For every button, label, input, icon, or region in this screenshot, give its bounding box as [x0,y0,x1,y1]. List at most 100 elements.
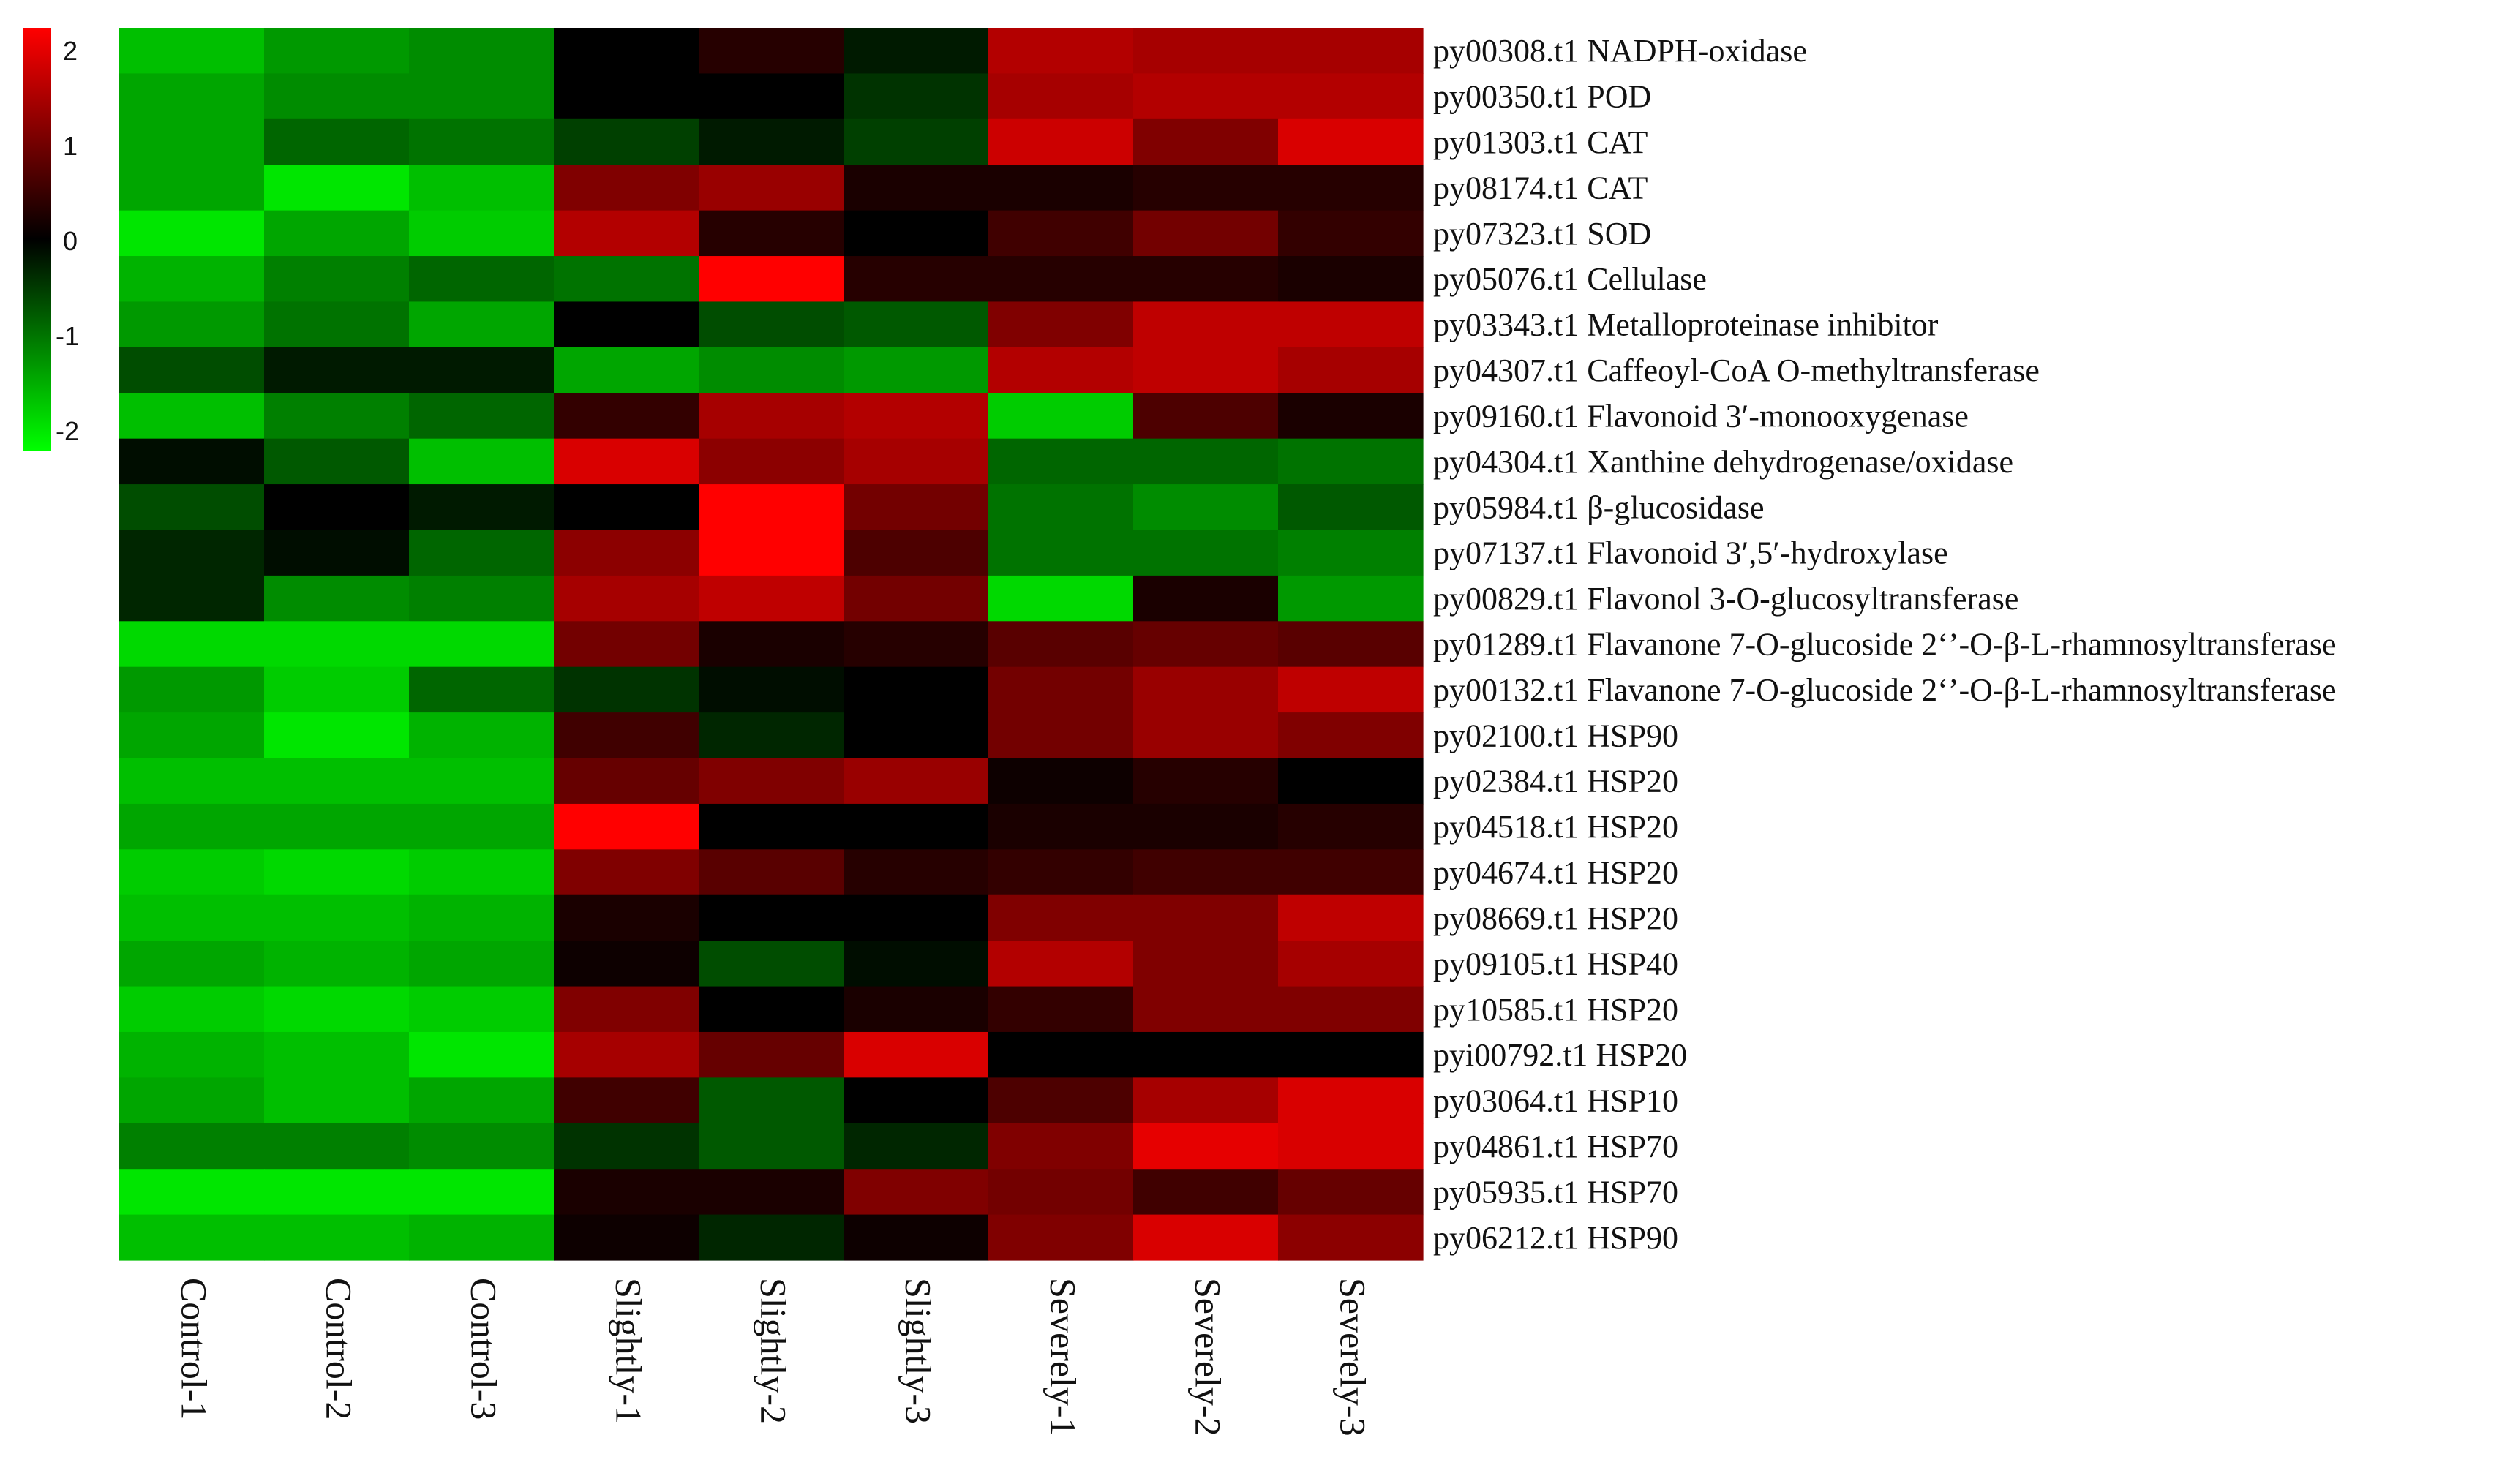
row-label: py02384.t1 HSP20 [1433,764,1678,799]
heatmap-cell [1133,575,1279,622]
heatmap-cell [1278,1077,1424,1124]
heatmap-cell [264,347,410,393]
heatmap-cell [554,1031,699,1078]
heatmap-cell [119,438,265,485]
heatmap-cell [844,393,989,440]
heatmap-cell [1278,256,1424,303]
heatmap-cell [1278,73,1424,120]
heatmap-cell [1278,28,1424,75]
heatmap-cell [844,1169,989,1216]
heatmap-cell [988,712,1134,759]
heatmap-cell [699,894,844,941]
heatmap-cell [1133,1077,1279,1124]
heatmap-cell [699,484,844,531]
scale-tick-label: 1 [63,131,78,161]
heatmap-cell [264,256,410,303]
heatmap-cell [844,256,989,303]
heatmap-cell [1278,1123,1424,1170]
heatmap-cell [1133,530,1279,576]
heatmap-cell [264,712,410,759]
heatmap-cell [409,666,555,713]
heatmap-cell [554,256,699,303]
heatmap-cell [554,1214,699,1261]
heatmap-cell [409,118,555,165]
heatmap-cell [264,1169,410,1216]
row-label: py04861.t1 HSP70 [1433,1129,1678,1164]
heatmap-cell [844,803,989,850]
heatmap-cell [409,438,555,485]
heatmap-grid [119,28,1424,1261]
heatmap-cell [1133,393,1279,440]
heatmap-cell [264,301,410,348]
heatmap-cell [409,1031,555,1078]
heatmap-cell [1133,73,1279,120]
heatmap-cell [264,210,410,257]
heatmap-cell [988,575,1134,622]
heatmap-cell [409,210,555,257]
heatmap-cell [264,803,410,850]
heatmap-cell [699,73,844,120]
row-label: py09160.t1 Flavonoid 3′-monooxygenase [1433,398,1969,434]
heatmap-cell [264,438,410,485]
row-label: py04674.t1 HSP20 [1433,855,1678,891]
heatmap-cell [119,165,265,211]
heatmap-cell [844,941,989,987]
heatmap-cell [988,1031,1134,1078]
heatmap-cell [264,849,410,896]
heatmap-cell [1133,1123,1279,1170]
heatmap-cell [1278,621,1424,668]
heatmap-cell [119,1214,265,1261]
heatmap-cell [844,894,989,941]
heatmap-cell [1278,1214,1424,1261]
heatmap-cell [1133,1169,1279,1216]
heatmap-cell [844,849,989,896]
heatmap-cell [119,941,265,987]
heatmap-cell [554,758,699,805]
heatmap-cell [699,118,844,165]
heatmap-cell [409,393,555,440]
heatmap-cell [554,575,699,622]
heatmap-cell [988,1214,1134,1261]
heatmap-cell [988,347,1134,393]
row-label: py00132.t1 Flavanone 7-O-glucoside 2‘’-O… [1433,672,2336,708]
heatmap-cell [119,849,265,896]
row-label: py04307.t1 Caffeoyl-CoA O-methyltransfer… [1433,353,2040,388]
scale-tick-label: -1 [56,321,79,351]
heatmap-cell [988,849,1134,896]
heatmap-cell [1278,849,1424,896]
heatmap-cell [409,712,555,759]
heatmap-cell [264,1031,410,1078]
heatmap-cell [1278,803,1424,850]
row-label: py03064.t1 HSP10 [1433,1083,1678,1119]
color-scale-bar [23,28,51,451]
heatmap-cell [409,621,555,668]
heatmap-cell [699,1169,844,1216]
heatmap-cell [844,986,989,1033]
heatmap-cell [119,530,265,576]
heatmap-cell [1278,1169,1424,1216]
row-label: py01303.t1 CAT [1433,124,1648,160]
heatmap-cell [988,393,1134,440]
heatmap-cell [409,530,555,576]
heatmap-cell [988,165,1134,211]
row-label: py05984.t1 β-glucosidase [1433,489,1765,525]
heatmap-cell [1278,758,1424,805]
heatmap-cell [554,438,699,485]
row-label: py00308.t1 NADPH-oxidase [1433,33,1807,69]
row-label: py03343.t1 Metalloproteinase inhibitor [1433,307,1939,343]
heatmap-cell [264,758,410,805]
heatmap-cell [844,666,989,713]
row-label: py05935.t1 HSP70 [1433,1174,1678,1210]
heatmap-cell [1278,438,1424,485]
scale-tick-label: 2 [63,36,78,66]
heatmap-cell [119,986,265,1033]
heatmap-cell [264,73,410,120]
heatmap-cell [1133,210,1279,257]
heatmap-cell [699,986,844,1033]
row-label: py10585.t1 HSP20 [1433,992,1678,1028]
heatmap-cell [119,621,265,668]
heatmap-cell [988,1169,1134,1216]
heatmap-cell [554,803,699,850]
heatmap-cell [409,894,555,941]
heatmap-cell [554,986,699,1033]
